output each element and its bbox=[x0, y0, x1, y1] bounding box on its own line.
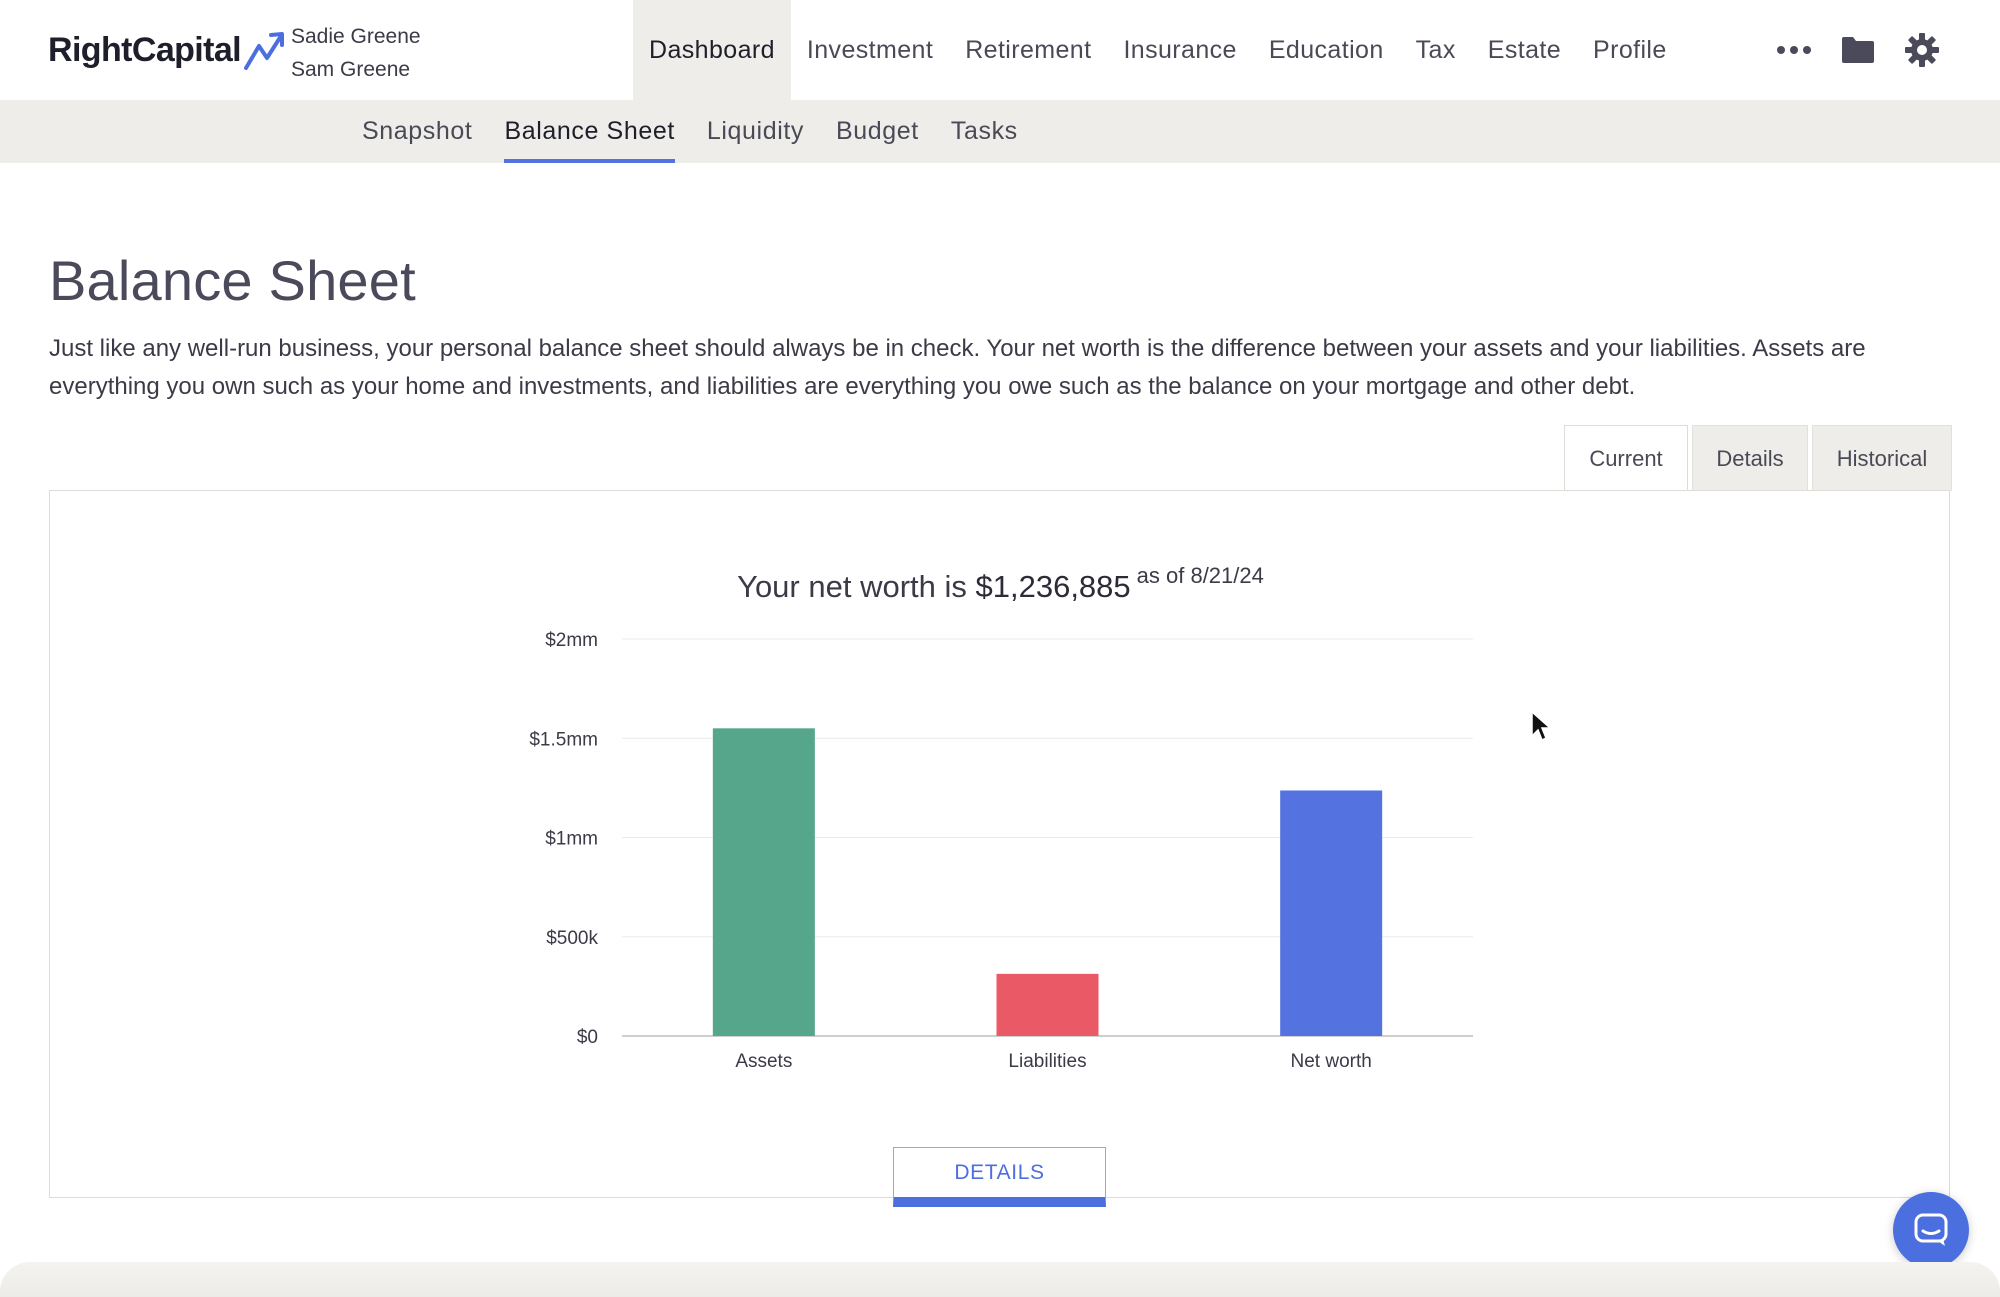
net-worth-amount: $1,236,885 bbox=[975, 569, 1131, 604]
nav-insurance[interactable]: Insurance bbox=[1123, 35, 1237, 64]
bar-assets[interactable] bbox=[712, 728, 815, 1036]
sub-nav: Snapshot Balance Sheet Liquidity Budget … bbox=[0, 100, 2000, 163]
brand-logo[interactable]: RightCapital bbox=[48, 26, 287, 74]
nav-profile[interactable]: Profile bbox=[1593, 35, 1667, 64]
page-description: Just like any well-run business, your pe… bbox=[49, 335, 1866, 400]
bottom-shadow bbox=[0, 1262, 2000, 1297]
client-name: Sam Greene bbox=[291, 58, 411, 81]
view-tabs: Current Details Historical bbox=[1560, 425, 1952, 492]
page-title: Balance Sheet bbox=[49, 249, 416, 312]
y-tick-label: $0 bbox=[577, 1027, 598, 1048]
brand-name: RightCapital bbox=[48, 30, 242, 69]
nav-dashboard[interactable]: Dashboard bbox=[633, 0, 791, 100]
tab-liquidity[interactable]: Liquidity bbox=[706, 117, 805, 145]
x-category-label: Liabilities bbox=[1008, 1051, 1086, 1072]
nav-investment[interactable]: Investment bbox=[806, 35, 934, 64]
y-tick-label: $1.5mm bbox=[529, 729, 598, 750]
tab-tasks[interactable]: Tasks bbox=[950, 117, 1018, 145]
bar-liabilities[interactable] bbox=[996, 973, 1099, 1036]
details-button[interactable]: DETAILS bbox=[893, 1147, 1106, 1207]
chart-panel: Your net worth is $1,236,885 as of 8/21/2… bbox=[49, 490, 1951, 1207]
nav-icons bbox=[1770, 26, 1962, 74]
client-names[interactable]: Sadie Greene Sam Greene bbox=[291, 20, 421, 86]
nav-education[interactable]: Education bbox=[1268, 35, 1384, 64]
client-name: Sadie Greene bbox=[291, 25, 421, 48]
y-tick-label: $1mm bbox=[545, 829, 598, 850]
trend-arrow-icon bbox=[244, 32, 285, 70]
tab-historical[interactable]: Historical bbox=[1812, 425, 1952, 491]
bar-net-worth[interactable] bbox=[1280, 790, 1383, 1036]
chart-title: Your net worth is $1,236,885 as of 8/21/2… bbox=[50, 563, 1951, 605]
tab-details[interactable]: Details bbox=[1692, 425, 1808, 491]
top-header: RightCapital Sadie Greene Sam Greene Das… bbox=[0, 0, 2000, 100]
nav-estate[interactable]: Estate bbox=[1487, 35, 1562, 64]
y-tick-label: $2mm bbox=[545, 630, 598, 651]
y-tick-label: $500k bbox=[546, 928, 598, 949]
tab-budget[interactable]: Budget bbox=[836, 117, 919, 145]
gear-icon[interactable] bbox=[1898, 26, 1946, 74]
chat-button[interactable] bbox=[1893, 1192, 1969, 1268]
tab-snapshot[interactable]: Snapshot bbox=[362, 117, 473, 145]
nav-tax[interactable]: Tax bbox=[1415, 35, 1456, 64]
x-category-label: Assets bbox=[735, 1051, 792, 1072]
nav-retirement[interactable]: Retirement bbox=[965, 35, 1092, 64]
folder-icon[interactable] bbox=[1834, 26, 1882, 74]
x-category-label: Net worth bbox=[1291, 1051, 1372, 1072]
tab-current[interactable]: Current bbox=[1564, 425, 1688, 492]
chat-icon bbox=[1914, 1213, 1948, 1246]
tab-balance-sheet[interactable]: Balance Sheet bbox=[488, 100, 690, 163]
as-of-date: as of 8/21/24 bbox=[1136, 563, 1264, 588]
more-icon[interactable] bbox=[1770, 26, 1818, 74]
net-worth-prefix: Your net worth is bbox=[737, 569, 967, 604]
mouse-cursor-icon bbox=[1531, 710, 1552, 742]
main-nav: Dashboard Investment Retirement Insuranc… bbox=[633, 0, 1683, 100]
balance-bar-chart: $0 $500k $1mm $1.5mm $2mm Assets Liabilities Ne… bbox=[529, 630, 1473, 1072]
